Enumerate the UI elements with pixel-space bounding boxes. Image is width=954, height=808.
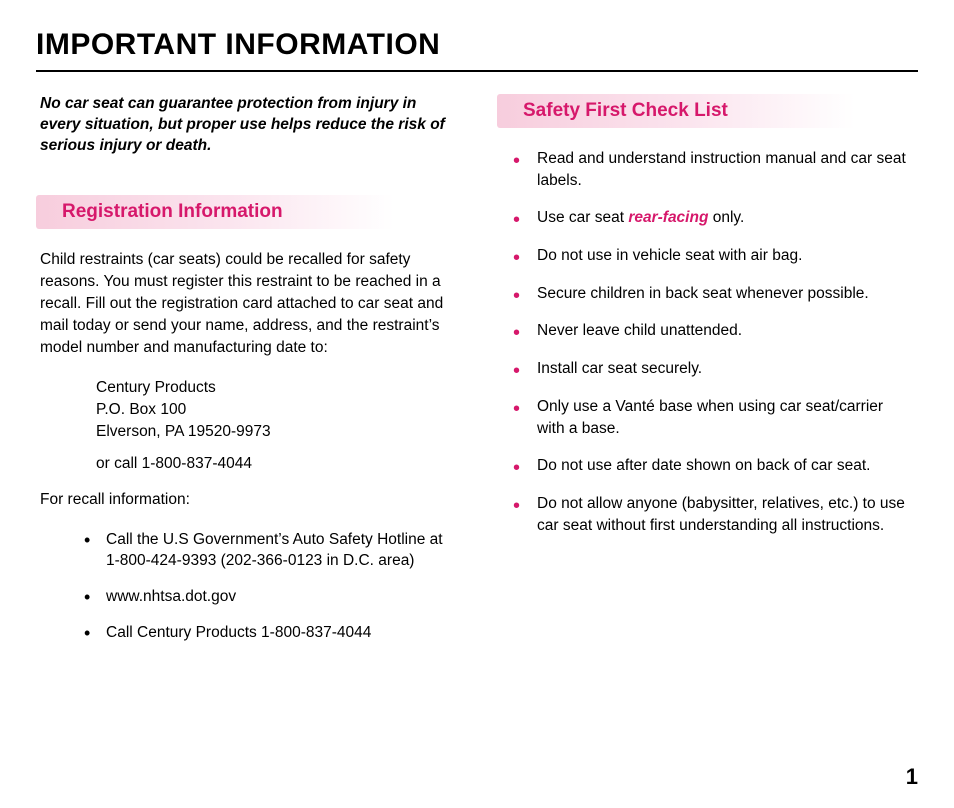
list-item: Only use a Vanté base when using car sea… [501, 396, 914, 439]
registration-address: Century Products P.O. Box 100 Elverson, … [96, 377, 457, 475]
list-item: Do not allow anyone (babysitter, relativ… [501, 493, 914, 536]
checklist: Read and understand instruction manual a… [501, 148, 914, 536]
registration-body: Child restraints (car seats) could be re… [40, 249, 453, 359]
address-line: or call 1-800-837-4044 [96, 453, 457, 475]
list-item: Install car seat securely. [501, 358, 914, 380]
list-item: Never leave child unattended. [501, 320, 914, 342]
right-column: Safety First Check List Read and underst… [497, 94, 918, 658]
left-column: No car seat can guarantee protection fro… [36, 94, 457, 658]
address-line: Elverson, PA 19520-9973 [96, 421, 457, 443]
title-rule [36, 70, 918, 72]
text: only. [708, 209, 744, 226]
emphasis: rear-facing [628, 209, 708, 226]
page-title: IMPORTANT INFORMATION [36, 28, 918, 62]
content-columns: No car seat can guarantee protection fro… [36, 94, 918, 658]
list-item: www.nhtsa.dot.gov [80, 586, 453, 608]
list-item: Do not use in vehicle seat with air bag. [501, 245, 914, 267]
address-line: Century Products [96, 377, 457, 399]
list-item: Use car seat rear-facing only. [501, 207, 914, 229]
list-item: Secure children in back seat whenever po… [501, 283, 914, 305]
list-item: Call the U.S Government’s Auto Safety Ho… [80, 529, 453, 572]
recall-list: Call the U.S Government’s Auto Safety Ho… [80, 529, 453, 644]
intro-text: No car seat can guarantee protection fro… [40, 94, 457, 157]
list-item: Call Century Products 1-800-837-4044 [80, 622, 453, 644]
registration-heading: Registration Information [36, 195, 457, 229]
page-number: 1 [906, 764, 918, 790]
address-line: P.O. Box 100 [96, 399, 457, 421]
list-item: Read and understand instruction manual a… [501, 148, 914, 191]
list-item: Do not use after date shown on back of c… [501, 455, 914, 477]
checklist-heading: Safety First Check List [497, 94, 918, 128]
text: Use car seat [537, 209, 628, 226]
recall-label: For recall information: [40, 489, 453, 511]
